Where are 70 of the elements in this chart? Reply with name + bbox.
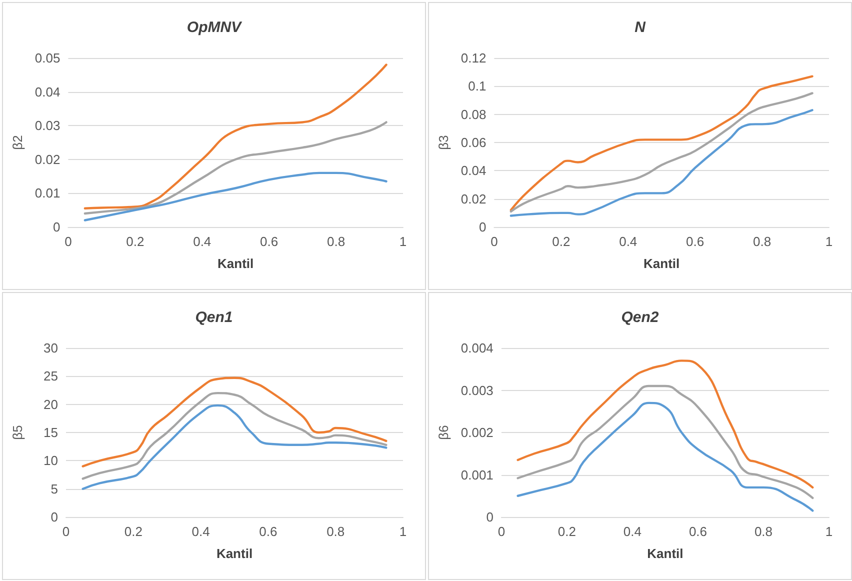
x-tick-label: 0.2 — [552, 234, 570, 249]
y-tick-label: 0.01 — [34, 186, 60, 201]
x-tick-label: 0.4 — [623, 524, 642, 539]
y-tick-label: 0 — [486, 510, 494, 524]
line-series — [516, 384, 814, 500]
x-tick-label: 0.6 — [259, 524, 278, 539]
x-tick-label: 1 — [399, 234, 407, 249]
y-tick-label: 0.04 — [34, 84, 60, 100]
y-tick-label: 0.1 — [468, 78, 486, 94]
x-tick-label: 1 — [825, 234, 833, 249]
y-tick-label: 0.02 — [460, 191, 486, 206]
y-axis-title: β6 — [436, 425, 451, 440]
line-series — [84, 172, 388, 222]
x-tick-label: 0.6 — [686, 234, 704, 249]
x-axis-title: Kantil — [647, 546, 684, 561]
x-tick-label: 0.6 — [260, 234, 278, 249]
chart-title: Qen1 — [195, 309, 233, 326]
chart-title: OpMNV — [186, 19, 244, 36]
x-tick-label: 0.8 — [327, 234, 346, 249]
chart-title: Qen2 — [621, 309, 660, 326]
y-axis-title: β2 — [10, 135, 25, 150]
chart-title: N — [634, 19, 647, 36]
x-tick-label: 0.4 — [193, 234, 212, 249]
x-tick-label: 0.8 — [326, 524, 345, 539]
y-tick-label: 0 — [52, 220, 60, 234]
y-tick-label: 10 — [44, 453, 58, 468]
y-axis-title: β3 — [436, 135, 451, 150]
x-tick-label: 0 — [62, 524, 70, 539]
y-tick-label: 15 — [44, 425, 58, 440]
x-tick-label: 0.4 — [192, 524, 210, 539]
y-tick-label: 5 — [50, 481, 58, 496]
y-tick-label: 0 — [50, 510, 58, 524]
x-tick-label: 0.2 — [124, 524, 142, 539]
y-tick-label: 0.05 — [34, 50, 60, 66]
x-axis-title: Kantil — [216, 546, 253, 561]
y-tick-label: 0.02 — [34, 152, 60, 167]
x-tick-label: 0.4 — [619, 234, 638, 249]
y-tick-label: 0 — [478, 220, 486, 234]
line-series — [516, 360, 814, 489]
x-tick-label: 0 — [64, 234, 72, 249]
y-tick-label: 0.12 — [460, 50, 486, 66]
x-axis-title: Kantil — [644, 256, 680, 271]
line-series — [84, 64, 388, 210]
x-tick-label: 0 — [498, 524, 506, 539]
x-tick-label: 0.8 — [754, 524, 773, 539]
line-series — [82, 392, 388, 480]
y-tick-label: 0.001 — [460, 467, 494, 482]
y-tick-label: 0.002 — [460, 425, 494, 440]
y-tick-label: 0.004 — [460, 340, 494, 356]
y-tick-label: 0.08 — [460, 106, 486, 122]
line-series — [82, 376, 388, 468]
x-tick-label: 0.2 — [126, 234, 144, 249]
line-series — [510, 109, 814, 217]
y-axis-title: β5 — [10, 425, 25, 440]
y-tick-label: 0.06 — [460, 135, 486, 150]
line-series — [84, 121, 388, 215]
line-series — [516, 402, 814, 512]
y-tick-label: 20 — [44, 396, 58, 412]
x-tick-label: 0.2 — [558, 524, 576, 539]
y-tick-label: 0.03 — [34, 118, 60, 134]
line-series — [82, 404, 388, 490]
x-tick-label: 1 — [399, 524, 407, 539]
x-tick-label: 0.8 — [753, 234, 772, 249]
x-tick-label: 1 — [825, 524, 833, 539]
x-axis-title: Kantil — [218, 256, 254, 271]
y-tick-label: 25 — [44, 368, 58, 384]
y-tick-label: 0.003 — [460, 382, 494, 398]
y-tick-label: 30 — [44, 340, 58, 356]
x-tick-label: 0.6 — [688, 524, 708, 539]
y-tick-label: 0.04 — [460, 163, 486, 178]
